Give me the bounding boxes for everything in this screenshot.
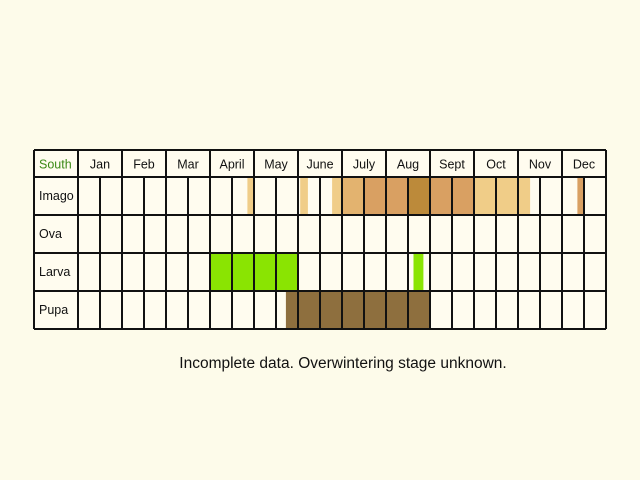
stage-label-ova: Ova bbox=[39, 227, 62, 241]
stage-cell-imago bbox=[496, 177, 518, 215]
stage-cell-imago bbox=[247, 177, 254, 215]
stage-cell-larva bbox=[276, 253, 298, 291]
stage-cell-imago bbox=[364, 177, 386, 215]
stage-cell-imago bbox=[452, 177, 474, 215]
stage-cell-larva bbox=[254, 253, 276, 291]
stage-cell-larva bbox=[232, 253, 254, 291]
month-label: Mar bbox=[177, 158, 199, 172]
month-label: Nov bbox=[529, 158, 552, 172]
stage-cell-imago bbox=[300, 177, 308, 215]
month-label: Dec bbox=[573, 158, 595, 172]
stage-cell-larva bbox=[210, 253, 232, 291]
stage-cell-imago bbox=[577, 177, 584, 215]
stage-cell-pupa bbox=[408, 291, 430, 329]
stage-label-larva: Larva bbox=[39, 265, 70, 279]
stage-cell-imago bbox=[474, 177, 496, 215]
stage-cell-imago bbox=[430, 177, 452, 215]
stage-cell-pupa bbox=[386, 291, 408, 329]
region-label: South bbox=[39, 158, 72, 172]
month-label: July bbox=[353, 158, 376, 172]
month-label: Feb bbox=[133, 158, 155, 172]
month-label: April bbox=[219, 158, 244, 172]
stage-label-imago: Imago bbox=[39, 189, 74, 203]
stage-label-pupa: Pupa bbox=[39, 303, 68, 317]
stage-cell-pupa bbox=[285, 291, 298, 329]
stage-cell-pupa bbox=[364, 291, 386, 329]
stage-cell-pupa bbox=[298, 291, 320, 329]
chart-note: Incomplete data. Overwintering stage unk… bbox=[179, 355, 507, 372]
month-label: Jan bbox=[90, 158, 110, 172]
month-label: May bbox=[264, 158, 288, 172]
month-label: Sept bbox=[439, 158, 465, 172]
month-label: June bbox=[306, 158, 333, 172]
month-label: Aug bbox=[397, 158, 419, 172]
stage-cell-imago bbox=[386, 177, 408, 215]
stage-cell-imago bbox=[518, 177, 531, 215]
stage-cell-imago bbox=[332, 177, 342, 215]
stage-cell-pupa bbox=[320, 291, 342, 329]
stage-cell-imago bbox=[342, 177, 364, 215]
month-label: Oct bbox=[486, 158, 506, 172]
stage-cell-larva bbox=[413, 253, 424, 291]
stage-cell-pupa bbox=[342, 291, 364, 329]
stage-cell-imago bbox=[408, 177, 430, 215]
